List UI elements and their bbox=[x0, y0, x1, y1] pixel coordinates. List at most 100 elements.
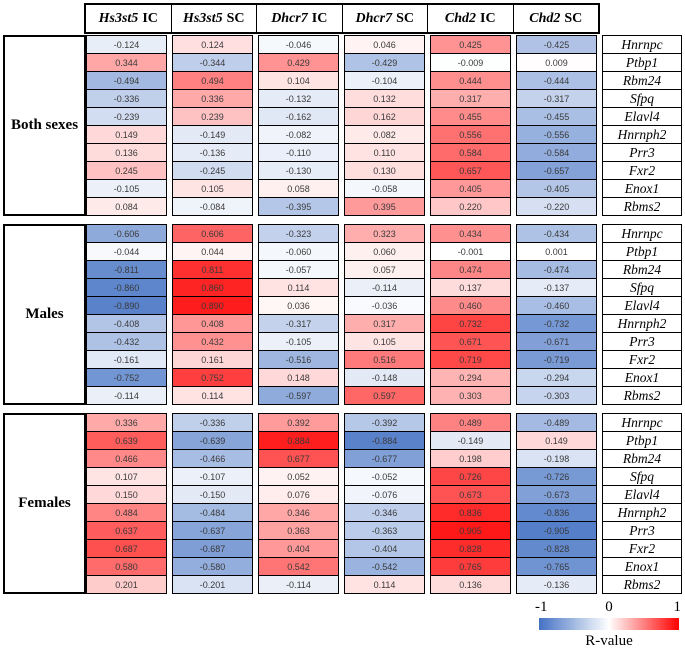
heatmap-cell: 0.150 bbox=[86, 485, 167, 504]
heatmap-row: 0.637 -0.637 0.363 -0.363 0.905 -0.905 Prr3 bbox=[86, 521, 682, 540]
column-header-gene: Chd2 bbox=[444, 10, 477, 26]
heatmap-cell: 0.434 bbox=[430, 224, 511, 243]
heatmap-cell: 0.009 bbox=[516, 53, 597, 72]
heatmap-cell: 0.057 bbox=[344, 260, 425, 279]
heatmap-cell: 0.220 bbox=[430, 197, 511, 216]
row-gene-label: Hnrnph2 bbox=[602, 125, 682, 144]
row-gene-label: Sfpq bbox=[602, 89, 682, 108]
heatmap-cell: -0.408 bbox=[86, 314, 167, 333]
heatmap-cell: -0.044 bbox=[86, 242, 167, 261]
heatmap-cell: 0.132 bbox=[344, 89, 425, 108]
heatmap-cell: 0.890 bbox=[172, 296, 253, 315]
heatmap-cell: 0.124 bbox=[172, 35, 253, 54]
heatmap-cell: -0.811 bbox=[86, 260, 167, 279]
heatmap-cell: -0.076 bbox=[344, 485, 425, 504]
heatmap-row: -0.124 0.124 -0.046 0.046 0.425 -0.425 Hnrnpc bbox=[86, 35, 682, 54]
heatmap-cell: 0.105 bbox=[172, 179, 253, 198]
heatmap-cell: -0.392 bbox=[344, 413, 425, 432]
heatmap-cell: -0.124 bbox=[86, 35, 167, 54]
colorbar-min-label: -1 bbox=[535, 599, 548, 615]
heatmap-row: -0.161 0.161 -0.516 0.516 0.719 -0.719 Fxr2 bbox=[86, 350, 682, 369]
heatmap-cell: 0.637 bbox=[86, 521, 167, 540]
heatmap-cell: -0.765 bbox=[516, 557, 597, 576]
heatmap-cell: 0.395 bbox=[344, 197, 425, 216]
heatmap-cell: 0.294 bbox=[430, 368, 511, 387]
heatmap-cell: 0.060 bbox=[344, 242, 425, 261]
heatmap-cell: -0.726 bbox=[516, 467, 597, 486]
heatmap-cell: -0.220 bbox=[516, 197, 597, 216]
heatmap-cell: -0.673 bbox=[516, 485, 597, 504]
heatmap-row: 0.107 -0.107 0.052 -0.052 0.726 -0.726 Sfpq bbox=[86, 467, 682, 486]
heatmap-cell: -0.336 bbox=[86, 89, 167, 108]
heatmap-row: -0.494 0.494 0.104 -0.104 0.444 -0.444 Rbm24 bbox=[86, 71, 682, 90]
heatmap-cell: 0.336 bbox=[172, 89, 253, 108]
row-gene-label: Rbms2 bbox=[602, 197, 682, 216]
row-gene-label: Enox1 bbox=[602, 557, 682, 576]
heatmap-cell: -0.009 bbox=[430, 53, 511, 72]
heatmap-cell: 0.036 bbox=[258, 296, 339, 315]
heatmap-cell: -0.639 bbox=[172, 431, 253, 450]
heatmap-cell: 0.584 bbox=[430, 143, 511, 162]
heatmap-cell: -0.346 bbox=[344, 503, 425, 522]
heatmap-cell: -0.404 bbox=[344, 539, 425, 558]
heatmap-block: Males -0.606 0.606 -0.323 0.323 0.434 -0.434 Hn… bbox=[3, 224, 682, 405]
colorbar-tick-labels: -1 0 1 bbox=[535, 599, 681, 616]
heatmap-cell: 0.516 bbox=[344, 350, 425, 369]
column-header: Chd2 IC bbox=[427, 5, 513, 32]
heatmap-cell: -0.148 bbox=[344, 368, 425, 387]
heatmap-cell: 0.556 bbox=[430, 125, 511, 144]
heatmap-cell: -0.137 bbox=[516, 278, 597, 297]
heatmap-cell: 0.114 bbox=[172, 386, 253, 405]
row-gene-label: Hnrnph2 bbox=[602, 314, 682, 333]
column-header-gene: Chd2 bbox=[529, 10, 561, 26]
heatmap-cell: -0.395 bbox=[258, 197, 339, 216]
heatmap-cell: -0.294 bbox=[516, 368, 597, 387]
heatmap-cell: 0.580 bbox=[86, 557, 167, 576]
heatmap-cell: -0.637 bbox=[172, 521, 253, 540]
heatmap-cell: 0.084 bbox=[86, 197, 167, 216]
heatmap-cell: 0.046 bbox=[344, 35, 425, 54]
heatmap-cell: -0.484 bbox=[172, 503, 253, 522]
heatmap-cell: -0.317 bbox=[516, 89, 597, 108]
heatmap-cell: -0.432 bbox=[86, 332, 167, 351]
heatmap-cell: -0.677 bbox=[344, 449, 425, 468]
heatmap-row: 0.150 -0.150 0.076 -0.076 0.673 -0.673 Elavl4 bbox=[86, 485, 682, 504]
group-label: Both sexes bbox=[3, 35, 86, 216]
heatmap-cell: -0.405 bbox=[516, 179, 597, 198]
heatmap-cell: 0.114 bbox=[344, 575, 425, 594]
heatmap-cell: -0.657 bbox=[516, 161, 597, 180]
heatmap-row: 0.344 -0.344 0.429 -0.429 -0.009 0.009 Ptbp1 bbox=[86, 53, 682, 72]
heatmap-cell: 0.044 bbox=[172, 242, 253, 261]
heatmap-cell: 0.673 bbox=[430, 485, 511, 504]
heatmap-cell: -0.597 bbox=[258, 386, 339, 405]
heatmap-cell: -0.239 bbox=[86, 107, 167, 126]
column-header-suffix: IC bbox=[142, 10, 158, 26]
heatmap-row: 0.336 -0.336 0.392 -0.392 0.489 -0.489 Hnrnpc bbox=[86, 413, 682, 432]
heatmap-cell: 0.114 bbox=[258, 278, 339, 297]
heatmap-cell: -0.001 bbox=[430, 242, 511, 261]
row-gene-label: Hnrnpc bbox=[602, 224, 682, 243]
heatmap-cell: -0.836 bbox=[516, 503, 597, 522]
heatmap-row: 0.245 -0.245 -0.130 0.130 0.657 -0.657 Fxr2 bbox=[86, 161, 682, 180]
heatmap-cell: 0.346 bbox=[258, 503, 339, 522]
row-gene-label: Prr3 bbox=[602, 143, 682, 162]
heatmap-cell: 0.245 bbox=[86, 161, 167, 180]
heatmap-cell: -0.719 bbox=[516, 350, 597, 369]
heatmap-cell: 0.344 bbox=[86, 53, 167, 72]
heatmap-cell: -0.556 bbox=[516, 125, 597, 144]
heatmap-cell: 0.105 bbox=[344, 332, 425, 351]
heatmap-cell: 0.082 bbox=[344, 125, 425, 144]
heatmap-cell: 0.198 bbox=[430, 449, 511, 468]
heatmap-cell: 0.239 bbox=[172, 107, 253, 126]
heatmap-cell: -0.107 bbox=[172, 467, 253, 486]
heatmap-cell: 0.104 bbox=[258, 71, 339, 90]
heatmap-cell: -0.201 bbox=[172, 575, 253, 594]
heatmap-cell: 0.137 bbox=[430, 278, 511, 297]
heatmap-cell: 0.408 bbox=[172, 314, 253, 333]
row-gene-label: Fxr2 bbox=[602, 350, 682, 369]
heatmap-row: 0.580 -0.580 0.542 -0.542 0.765 -0.765 Enox1 bbox=[86, 557, 682, 576]
column-header: Hs3st5 SC bbox=[170, 5, 257, 32]
heatmap-cell: 0.317 bbox=[430, 89, 511, 108]
heatmap-cell: 0.726 bbox=[430, 467, 511, 486]
heatmap-cell: -0.884 bbox=[344, 431, 425, 450]
